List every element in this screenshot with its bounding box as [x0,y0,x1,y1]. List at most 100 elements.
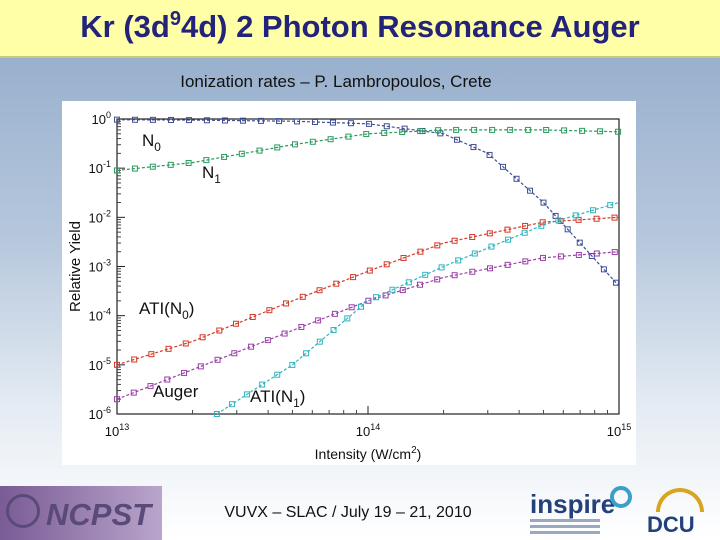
series-marker [527,187,534,194]
series-marker [303,350,310,357]
series-marker [589,207,596,214]
series-marker [345,133,352,140]
series-marker [257,117,264,124]
series-marker [611,214,618,221]
series-marker [365,120,372,127]
series-marker [203,117,210,124]
series-marker [539,254,546,261]
series-line [116,119,620,287]
y-tick-label: 100 [92,110,111,127]
series-marker [543,126,550,133]
series-marker [561,127,568,134]
series-marker [238,150,245,157]
series-marker [615,128,622,135]
series-marker [389,286,396,293]
series-marker [373,294,380,301]
series-line [216,201,620,415]
series-marker [504,261,511,268]
series-marker [293,118,300,125]
series-marker [239,117,246,124]
series-marker [435,127,442,134]
series-marker [165,345,172,352]
series-marker [399,287,406,294]
y-tick-label: 10-3 [89,258,111,275]
series-marker [381,129,388,136]
series-marker [199,334,206,341]
slide-subtitle: Ionization rates – P. Lambropoulos, Cret… [180,72,492,91]
series-marker [316,338,323,345]
series-marker [347,120,354,127]
series-marker [182,340,189,347]
series-marker [348,304,355,311]
series-marker [213,411,220,417]
series-marker [329,119,336,126]
series-label: Auger [153,382,199,401]
series-marker [434,242,441,249]
y-tick-label: 10-4 [89,307,111,324]
x-tick-label: 1013 [105,422,129,439]
series-marker [513,175,520,182]
y-tick-label: 10-2 [89,208,111,225]
y-tick-label: 10-1 [89,159,111,176]
series-marker [264,337,271,344]
series-marker [114,116,120,123]
series-marker [221,117,228,124]
series-marker [358,303,365,310]
series-marker [315,317,322,324]
series-marker [575,251,582,258]
series-marker [266,307,273,314]
series-marker [597,128,604,135]
y-tick-label: 10-5 [89,356,111,373]
series-marker [185,117,192,124]
series-marker [259,381,266,388]
y-tick-label: 10-6 [89,405,111,422]
series-marker [149,163,156,170]
series-marker [327,136,334,143]
series-marker [149,116,156,123]
plot-card [62,101,636,465]
series-marker [309,138,316,145]
series-label: ATI(N1) [250,387,305,410]
series-marker [607,202,614,209]
series-marker [330,327,337,334]
series-marker [555,217,562,224]
series-marker [422,271,429,278]
series-marker [256,147,263,154]
series-marker [216,327,223,334]
series-marker [470,144,477,151]
series-marker [525,126,532,133]
series-marker [612,279,619,286]
series-marker [344,315,351,322]
series-marker [365,297,372,304]
y-axis-label: Relative Yield [67,221,84,312]
series-marker [181,369,188,376]
series-marker [383,123,390,130]
series-marker [131,116,138,123]
slide-title: Kr (3d94d) 2 Photon Resonance Auger [80,8,640,44]
x-tick-label: 1014 [356,422,380,439]
series-marker [131,356,138,363]
series-marker [438,264,445,271]
series-marker [469,268,476,275]
series-marker [579,127,586,134]
series-marker [231,350,238,357]
series-line [116,216,620,366]
series-marker [486,151,493,158]
series-marker [593,215,600,222]
series-marker [291,141,298,148]
series-marker [434,276,441,283]
series-marker [572,212,579,219]
series-marker [148,351,155,358]
inspire-tagline-lines [530,519,600,537]
series-line [116,129,620,171]
inspire-ring-icon [610,486,632,508]
series-marker [147,383,154,390]
series-marker [455,257,462,264]
inspire-logo-text: inspire [530,489,616,519]
series-marker [130,389,137,396]
series-marker [471,126,478,133]
series-marker [451,237,458,244]
series-marker [214,356,221,363]
series-marker [400,254,407,261]
series-label: N1 [202,163,221,186]
